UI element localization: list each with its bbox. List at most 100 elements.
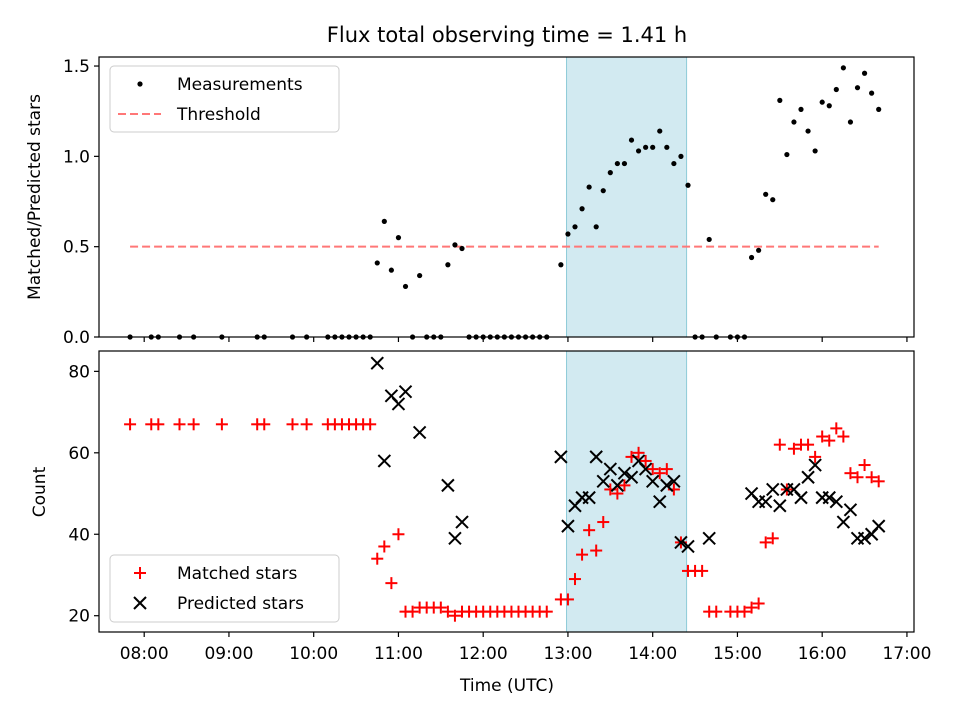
measurement-point xyxy=(861,70,868,76)
y-tick-label: 0.0 xyxy=(63,328,90,348)
matched-star-point xyxy=(816,430,829,443)
measurement-point xyxy=(664,144,670,150)
predicted-star-point xyxy=(589,450,603,464)
predicted-star-point xyxy=(638,462,653,476)
measurement-point xyxy=(417,272,423,279)
measurement-point xyxy=(593,224,599,230)
matched-star-point xyxy=(710,605,723,618)
predicted-star-point xyxy=(610,478,625,493)
measurement-point xyxy=(798,106,804,112)
matched-star-point xyxy=(258,418,271,431)
measurement-point xyxy=(452,242,458,248)
measurement-point xyxy=(459,245,465,252)
predicted-star-point xyxy=(808,458,822,472)
bottom-axes-frame xyxy=(98,350,915,633)
matched-star-point xyxy=(448,609,461,622)
matched-star-point xyxy=(830,422,843,435)
x-tick-label: 10:00 xyxy=(289,644,338,664)
matched-star-point xyxy=(745,601,758,614)
predicted-star-point xyxy=(617,466,632,480)
x-tick-label: 08:00 xyxy=(120,644,169,664)
measurement-point xyxy=(579,206,585,212)
chart-title: Flux total observing time = 1.41 h xyxy=(327,23,687,47)
predicted-star-point xyxy=(822,490,836,505)
matched-star-point xyxy=(583,524,596,537)
measurement-point xyxy=(756,247,762,253)
matched-star-point xyxy=(759,536,772,549)
predicted-star-point xyxy=(645,474,660,489)
measurement-point xyxy=(628,137,635,143)
measurement-point xyxy=(607,170,613,176)
measurement-point xyxy=(572,224,578,230)
measurement-point xyxy=(819,99,825,105)
predicted-star-point xyxy=(801,470,815,484)
predicted-star-point xyxy=(766,482,780,497)
legend-threshold-label: Threshold xyxy=(176,105,261,125)
measurement-point xyxy=(777,97,783,103)
matched-star-point xyxy=(215,418,228,431)
matched-star-point xyxy=(823,434,836,447)
predicted-star-point xyxy=(624,470,639,484)
predicted-star-point xyxy=(857,531,872,546)
measurement-point xyxy=(558,262,564,268)
measurement-point xyxy=(671,160,677,167)
measurement-point xyxy=(826,103,832,109)
shaded-region xyxy=(566,350,688,633)
legend-predicted-label: Predicted stars xyxy=(177,594,304,614)
measurement-point xyxy=(565,231,571,237)
x-tick-label: 11:00 xyxy=(374,644,423,664)
measurement-point xyxy=(374,260,380,266)
measurement-point xyxy=(812,148,818,154)
bottom-y-axis-label: Count xyxy=(30,466,50,517)
predicted-star-point xyxy=(448,531,462,546)
matched-star-point xyxy=(653,467,666,480)
matched-star-point xyxy=(872,475,885,488)
matched-star-point xyxy=(851,471,864,484)
matched-star-point xyxy=(660,463,673,476)
measurement-point xyxy=(876,106,882,112)
matched-star-point xyxy=(844,467,857,480)
matched-star-point xyxy=(618,479,631,492)
measurement-point xyxy=(621,160,628,167)
matched-star-point xyxy=(434,601,447,614)
legend-measurements-marker xyxy=(137,81,143,87)
matched-star-point xyxy=(865,471,878,484)
matched-star-point xyxy=(124,418,137,431)
measurement-point xyxy=(614,160,620,167)
measurement-point xyxy=(847,119,854,125)
measurement-point xyxy=(869,90,875,96)
x-tick-label: 17:00 xyxy=(882,644,931,664)
matched-star-point xyxy=(378,540,391,553)
matched-star-point xyxy=(286,418,299,431)
measurement-point xyxy=(635,148,642,154)
matched-star-point xyxy=(561,593,574,606)
x-tick-label: 12:00 xyxy=(459,644,508,664)
measurement-point xyxy=(685,182,691,188)
measurement-point xyxy=(600,188,606,194)
predicted-star-point xyxy=(377,454,392,468)
predicted-star-point xyxy=(871,519,886,533)
top-panel: 0.0 0.5 1.0 1.5 Matched/Predicted stars Mea… xyxy=(25,56,915,348)
matched-star-point xyxy=(300,418,313,431)
x-tick-label: 09:00 xyxy=(204,644,253,664)
matched-star-point xyxy=(590,544,603,557)
predicted-star-point xyxy=(836,515,851,529)
predicted-star-point xyxy=(660,478,674,493)
matched-star-point xyxy=(392,528,405,541)
legend-matched-label: Matched stars xyxy=(177,564,297,584)
x-tick-label: 14:00 xyxy=(628,644,677,664)
predicted-star-point xyxy=(582,490,596,505)
matched-star-point xyxy=(632,446,645,459)
predicted-star-point xyxy=(653,494,667,509)
measurement-point xyxy=(840,65,846,71)
measurement-point xyxy=(763,191,769,197)
matched-star-point xyxy=(597,516,610,529)
measurement-point xyxy=(381,218,387,224)
measurement-point xyxy=(770,197,776,203)
top-axes-frame xyxy=(98,56,915,338)
matched-star-point xyxy=(371,552,384,565)
measurement-point xyxy=(748,254,755,261)
bottom-panel: 20 40 60 80 08:00 09:00 10:00 11:00 12:00 13:00 14… xyxy=(30,350,931,696)
measurement-point xyxy=(657,128,663,134)
predicted-star-point xyxy=(794,490,808,505)
